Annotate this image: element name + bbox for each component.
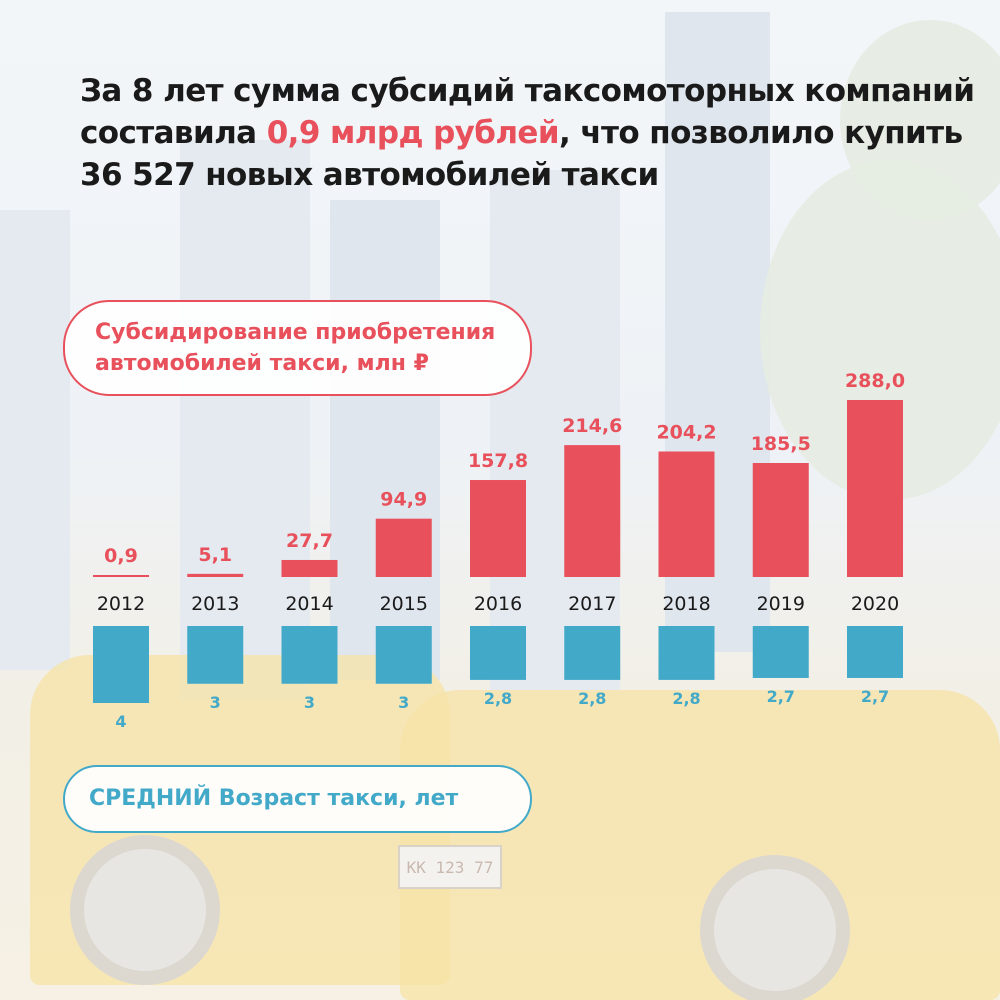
headline-text-end: , что позволило купить 36 527 новых авто… xyxy=(80,115,963,193)
subsidy-legend-line1: Субсидирование приобретения xyxy=(95,320,496,345)
year-label: 2013 xyxy=(191,593,239,615)
subsidy-value-label: 27,7 xyxy=(286,530,333,552)
age-value-label: 3 xyxy=(398,693,409,712)
subsidy-value-label: 94,9 xyxy=(380,489,427,511)
subsidy-bar xyxy=(93,575,149,577)
subsidy-bar xyxy=(281,559,338,577)
age-legend-pill: СРЕДНИЙ Возраст такси, лет xyxy=(63,765,532,833)
age-bar xyxy=(658,626,715,680)
subsidy-bar xyxy=(564,445,621,577)
year-label: 2020 xyxy=(851,593,899,615)
age-bar xyxy=(375,626,432,684)
subsidy-value-label: 214,6 xyxy=(562,415,622,437)
subsidy-bar xyxy=(752,462,809,577)
year-label: 2015 xyxy=(380,593,428,615)
subsidy-value-label: 185,5 xyxy=(751,433,811,455)
age-bar xyxy=(470,626,526,680)
age-legend-highlight: СРЕДНИЙ xyxy=(89,786,212,811)
age-value-label: 2,8 xyxy=(672,689,700,708)
age-value-label: 3 xyxy=(210,693,221,712)
age-value-label: 2,8 xyxy=(578,689,606,708)
age-bar xyxy=(752,626,809,678)
age-bar xyxy=(93,626,149,703)
age-bar xyxy=(847,626,903,678)
subsidy-value-label: 288,0 xyxy=(845,370,905,392)
headline-text-start: За 8 лет сумма субсидий таксомоторных ко… xyxy=(80,73,975,151)
subsidy-legend-line2: автомобилей такси, млн ₽ xyxy=(95,351,429,376)
age-bar xyxy=(281,626,338,684)
age-bar xyxy=(564,626,621,680)
age-legend-text: Возраст такси, лет xyxy=(211,786,459,811)
subsidy-legend-pill: Субсидирование приобретения автомобилей … xyxy=(63,300,532,396)
age-bar xyxy=(187,626,244,684)
age-value-label: 2,7 xyxy=(861,687,889,706)
subsidy-value-label: 5,1 xyxy=(198,544,232,566)
year-label: 2016 xyxy=(474,593,522,615)
year-label: 2018 xyxy=(662,593,710,615)
subsidy-bar xyxy=(658,451,715,577)
headline: За 8 лет сумма субсидий таксомоторных ко… xyxy=(80,70,980,196)
age-value-label: 2,7 xyxy=(767,687,795,706)
age-value-label: 2,8 xyxy=(484,689,512,708)
subsidy-value-label: 204,2 xyxy=(656,422,716,444)
subsidy-value-label: 157,8 xyxy=(468,450,528,472)
subsidy-value-label: 0,9 xyxy=(104,545,138,567)
subsidy-bar xyxy=(187,573,244,577)
age-value-label: 3 xyxy=(304,693,315,712)
subsidy-bar xyxy=(375,518,432,577)
subsidy-bar xyxy=(470,480,526,577)
headline-highlight: 0,9 млрд рублей xyxy=(266,115,560,151)
year-label: 2014 xyxy=(285,593,333,615)
year-label: 2017 xyxy=(568,593,616,615)
subsidy-bar xyxy=(847,400,903,577)
age-value-label: 4 xyxy=(115,712,126,731)
year-label: 2019 xyxy=(757,593,805,615)
year-label: 2012 xyxy=(97,593,145,615)
